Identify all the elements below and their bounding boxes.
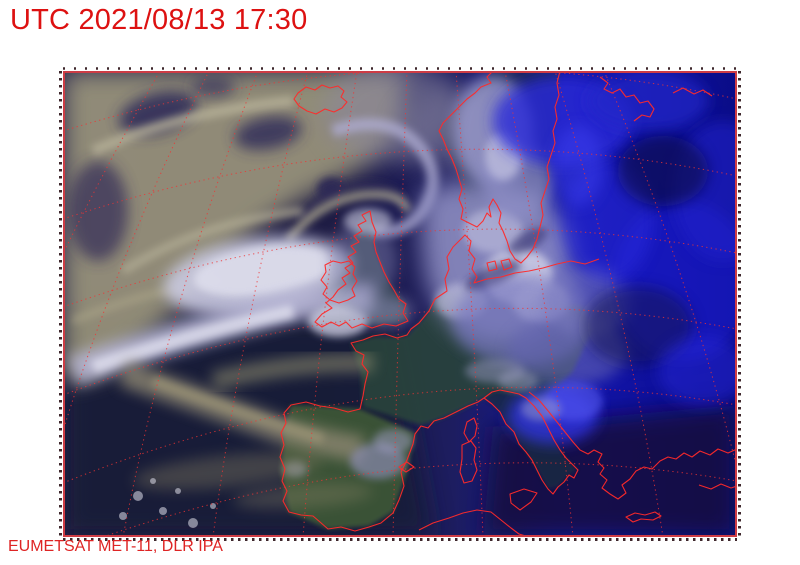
satellite-image [59, 67, 741, 541]
coast-finland [599, 76, 655, 122]
coast-mallorca [398, 461, 415, 473]
coast-continental [279, 234, 600, 532]
cloud-layer [63, 71, 737, 528]
coastline-overlay [279, 71, 737, 537]
coast-north-africa [418, 509, 530, 537]
satellite-map [59, 67, 741, 541]
coast-sicily [509, 488, 538, 511]
coast-estonia [672, 87, 713, 97]
coast-britain [314, 210, 409, 329]
coast-iceland [293, 84, 348, 115]
coast-danish-isles [486, 258, 513, 272]
coast-sardinia [459, 440, 478, 484]
coast-balkans-greece [528, 391, 737, 500]
coast-scandinavia [438, 71, 561, 264]
credit-label: EUMETSAT MET-11, DLR IPA [8, 538, 223, 555]
coast-corsica [463, 417, 478, 443]
graticule-overlay [63, 71, 737, 537]
frame-ticks [59, 67, 741, 541]
timestamp-label: UTC 2021/08/13 17:30 [10, 4, 308, 36]
coast-crete [625, 511, 662, 523]
coast-turkey [698, 483, 737, 490]
coast-ireland [320, 260, 358, 304]
map-frame [63, 71, 737, 537]
